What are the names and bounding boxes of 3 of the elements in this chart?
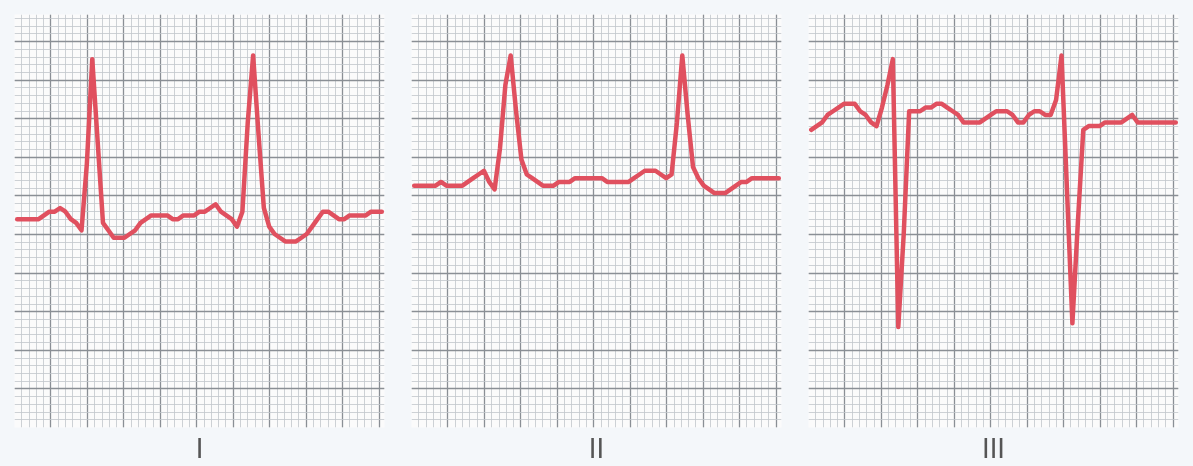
text: III — [982, 433, 1006, 464]
text: I — [195, 433, 204, 464]
text: II — [588, 433, 605, 464]
